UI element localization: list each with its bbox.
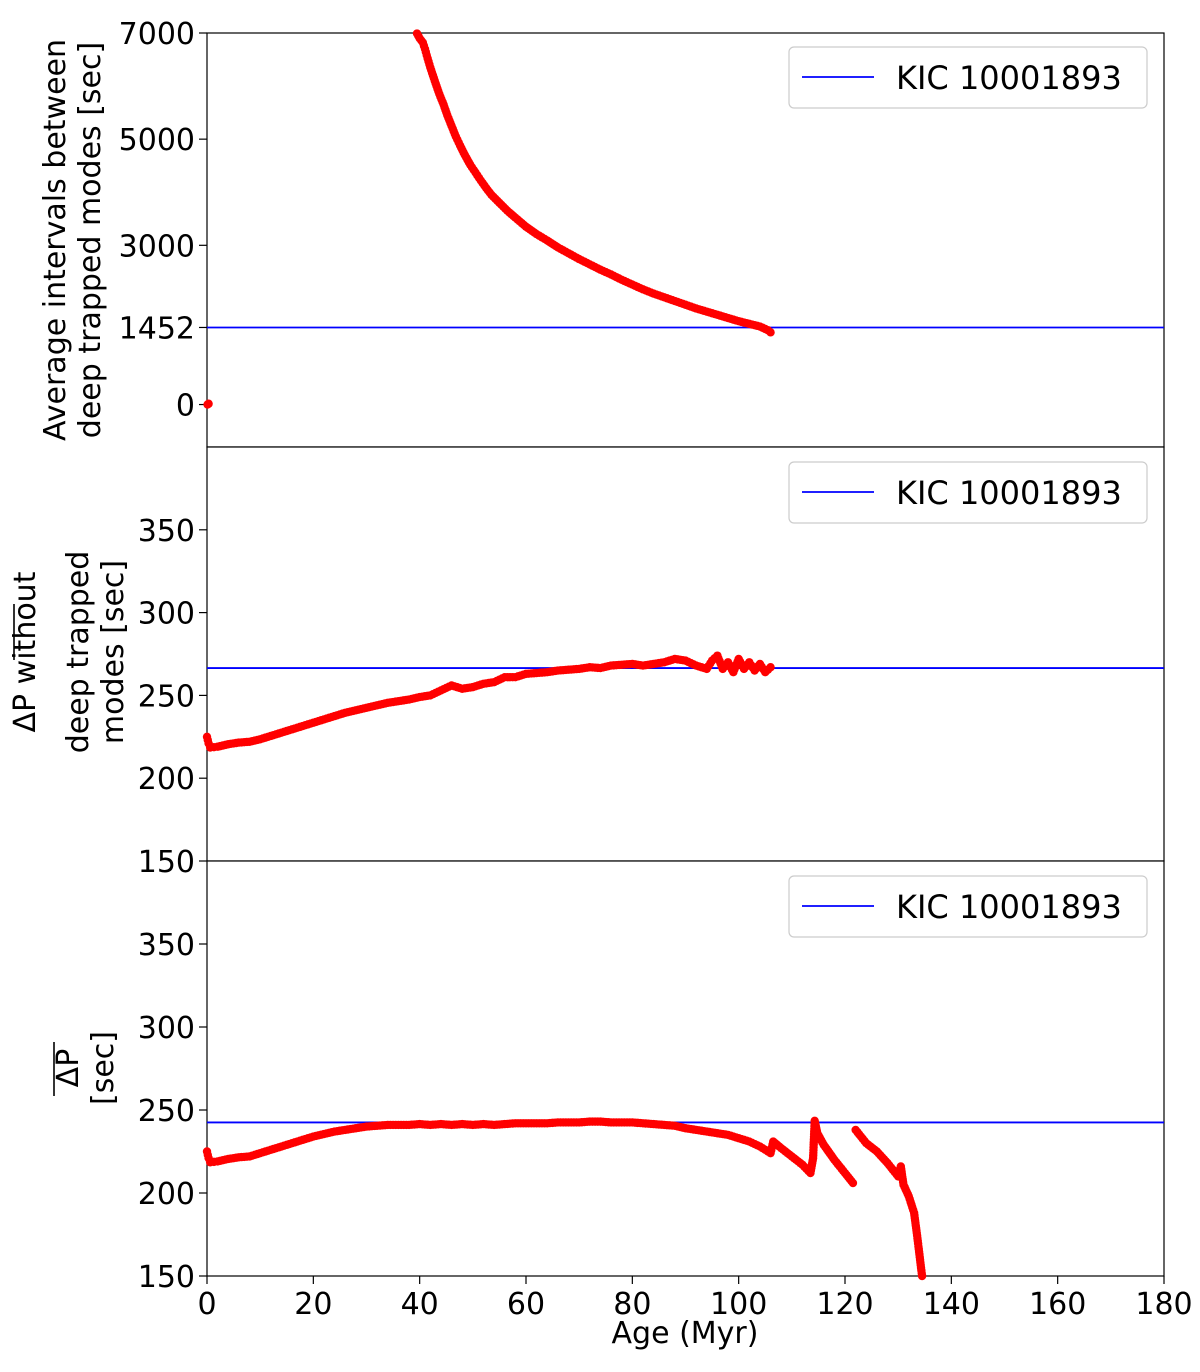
x-tick-label: 160 <box>1029 1287 1086 1322</box>
panel-middle-ylabel-line-3: modes [sec] <box>96 560 131 744</box>
y-tick-label: 250 <box>138 679 195 714</box>
legend-box <box>788 461 1148 524</box>
legend-label: KIC 10001893 <box>896 474 1122 512</box>
legend-box <box>788 46 1148 109</box>
panel-bottom-marks: 150 200 250 300 350 0 20 40 60 80 100 120 140 160 180 <box>138 928 1193 1322</box>
x-tick-label: 20 <box>294 1287 332 1322</box>
x-tick-label: 120 <box>816 1287 873 1322</box>
panel-top-ylabel-line-1: Average intervals between <box>38 39 73 441</box>
y-tick-label: 300 <box>138 1011 195 1046</box>
x-tick-label: 40 <box>401 1287 439 1322</box>
y-tick-label: 150 <box>138 1260 195 1295</box>
data-point <box>766 328 775 337</box>
x-tick-label: 140 <box>923 1287 980 1322</box>
legend-label: KIC 10001893 <box>896 888 1122 926</box>
x-tick-label: 180 <box>1135 1287 1192 1322</box>
panel-top: 0 1452 3000 5000 7000 Average intervals betw… <box>38 17 1165 448</box>
y-tick-label: 7000 <box>119 17 195 52</box>
panel-bottom-ylabel-line-1: ΔP <box>51 1049 86 1088</box>
legend-label: KIC 10001893 <box>896 59 1122 97</box>
y-tick-label: 200 <box>138 762 195 797</box>
legend-box <box>788 875 1148 938</box>
y-tick-label: 0 <box>176 389 195 424</box>
x-axis-label: Age (Myr) <box>612 1316 759 1351</box>
x-tick-label: 0 <box>197 1287 216 1322</box>
x-tick-label: 80 <box>613 1287 651 1322</box>
y-tick-label: 350 <box>138 514 195 549</box>
panel-middle-legend: KIC 10001893 <box>788 461 1148 524</box>
data-point <box>766 663 775 672</box>
panel-middle-ylabel-line-2: deep trapped <box>61 551 96 754</box>
panel-middle-marks: 150 200 250 300 350 <box>138 514 1164 880</box>
y-tick-label: 300 <box>138 597 195 632</box>
data-point <box>917 1271 927 1281</box>
x-tick-label: 100 <box>710 1287 767 1322</box>
y-tick-label: 150 <box>138 845 195 880</box>
y-tick-label: 3000 <box>119 229 195 264</box>
y-tick-label: 5000 <box>119 123 195 158</box>
panel-top-legend: KIC 10001893 <box>788 46 1148 109</box>
y-tick-label: 250 <box>138 1094 195 1129</box>
y-tick-label: 350 <box>138 928 195 963</box>
data-point <box>204 399 213 408</box>
panel-bottom-ylabel-line-2: [sec] <box>86 1031 121 1105</box>
x-tick-label: 60 <box>507 1287 545 1322</box>
panel-bottom-legend: KIC 10001893 <box>788 875 1148 938</box>
panel-top-ylabel-line-2: deep trapped modes [sec] <box>73 42 108 438</box>
panel-top-marks: 0 1452 3000 5000 7000 <box>119 17 1164 424</box>
y-tick-label: 200 <box>138 1177 195 1212</box>
data-point <box>848 1178 858 1188</box>
y-tick-label: 1452 <box>119 311 195 346</box>
